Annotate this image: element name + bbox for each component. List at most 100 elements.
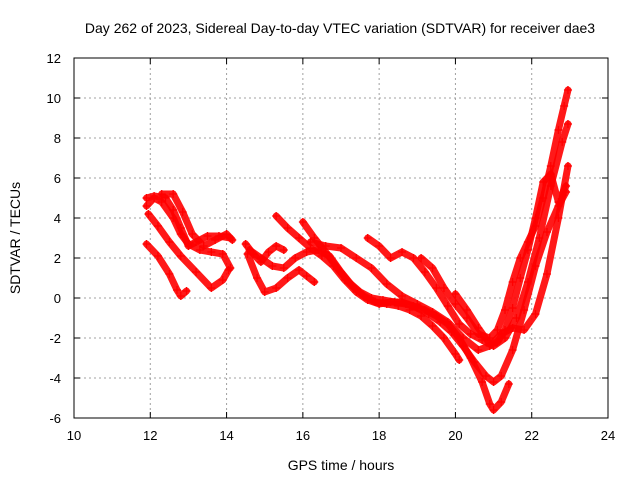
data-point [455, 356, 464, 364]
x-tick-label: 14 [219, 428, 233, 443]
data-point [420, 268, 429, 276]
data-point [563, 86, 572, 94]
series-band [451, 170, 570, 348]
data-point [375, 242, 384, 250]
series-band [144, 210, 232, 292]
data-point [413, 300, 422, 308]
data-point [245, 246, 254, 254]
data-point [363, 234, 372, 242]
data-point [218, 250, 227, 258]
data-point [203, 232, 212, 240]
data-point [337, 244, 345, 252]
x-tick-label: 22 [524, 428, 538, 443]
data-point [474, 346, 483, 354]
data-point [165, 238, 174, 246]
data-point [539, 178, 548, 186]
data-point [398, 248, 407, 256]
data-point [451, 350, 460, 358]
data-point [192, 268, 201, 276]
data-point [142, 194, 151, 202]
data-point [169, 206, 178, 214]
data-point [184, 242, 193, 250]
data-point [228, 236, 237, 244]
data-point [272, 284, 281, 292]
y-axis-label: SDTVAR / TECUs [7, 182, 23, 294]
series-track-7 [243, 250, 319, 296]
data-point [333, 264, 342, 272]
data-point [302, 272, 311, 280]
x-tick-label: 10 [67, 428, 81, 443]
series-track-13 [417, 86, 572, 342]
data-point [378, 296, 387, 304]
data-point [560, 102, 569, 110]
data-point [493, 338, 502, 346]
y-tick-label: 12 [47, 51, 61, 66]
series-band [307, 162, 572, 354]
plot-frame [73, 57, 609, 419]
chart-title: Day 262 of 2023, Sidereal Day-to-day VTE… [85, 20, 595, 36]
data-point [142, 202, 151, 210]
data-point [554, 214, 563, 222]
data-point [157, 190, 166, 198]
data-point [310, 278, 319, 286]
axis-ticks [73, 57, 609, 419]
x-tick-label: 20 [448, 428, 462, 443]
data-point [176, 292, 185, 300]
y-tick-label: -6 [49, 411, 61, 426]
series-track-1 [142, 240, 191, 300]
data-point [497, 372, 506, 380]
data-point [489, 406, 498, 414]
y-tick-label: 8 [54, 131, 61, 146]
data-point [459, 334, 468, 342]
data-point [520, 326, 529, 334]
data-point [253, 274, 262, 282]
series-band [143, 192, 234, 250]
data-point [272, 212, 281, 220]
data-point [321, 242, 330, 250]
data-point [241, 240, 250, 248]
data-point [344, 278, 353, 286]
data-point [546, 170, 555, 178]
data-point [386, 254, 395, 262]
y-tick-label: -4 [49, 371, 61, 386]
data-point [268, 262, 277, 270]
data-point [178, 208, 187, 216]
data-point [306, 238, 315, 246]
data-point [455, 320, 464, 328]
data-point [302, 248, 311, 256]
x-tick-label: 12 [143, 428, 157, 443]
data-point [563, 120, 572, 128]
data-point [470, 358, 479, 366]
data-point [264, 248, 273, 256]
series-track-5 [157, 190, 237, 250]
data-point [222, 230, 231, 238]
data-point [283, 274, 292, 282]
data-point [283, 224, 292, 232]
data-point [150, 192, 159, 200]
data-point [298, 218, 307, 226]
data-point [451, 290, 460, 298]
data-point [489, 378, 498, 386]
data-point [558, 138, 567, 146]
data-point [462, 306, 471, 314]
data-point [523, 246, 532, 254]
data-point [451, 300, 460, 308]
data-point [508, 304, 517, 312]
data-point [542, 228, 551, 236]
series-track-11 [306, 162, 572, 354]
data-point [142, 240, 151, 248]
data-point [428, 308, 437, 316]
data-point [144, 210, 153, 218]
data-point [481, 372, 490, 380]
data-point [508, 346, 517, 354]
data-series [142, 86, 572, 414]
data-point [226, 264, 235, 272]
data-point [207, 248, 216, 256]
data-point [432, 284, 441, 292]
data-point [176, 224, 185, 232]
series-band [244, 250, 318, 296]
data-point [466, 330, 475, 338]
data-point [211, 236, 220, 244]
data-point [501, 326, 510, 334]
data-point [443, 318, 452, 326]
